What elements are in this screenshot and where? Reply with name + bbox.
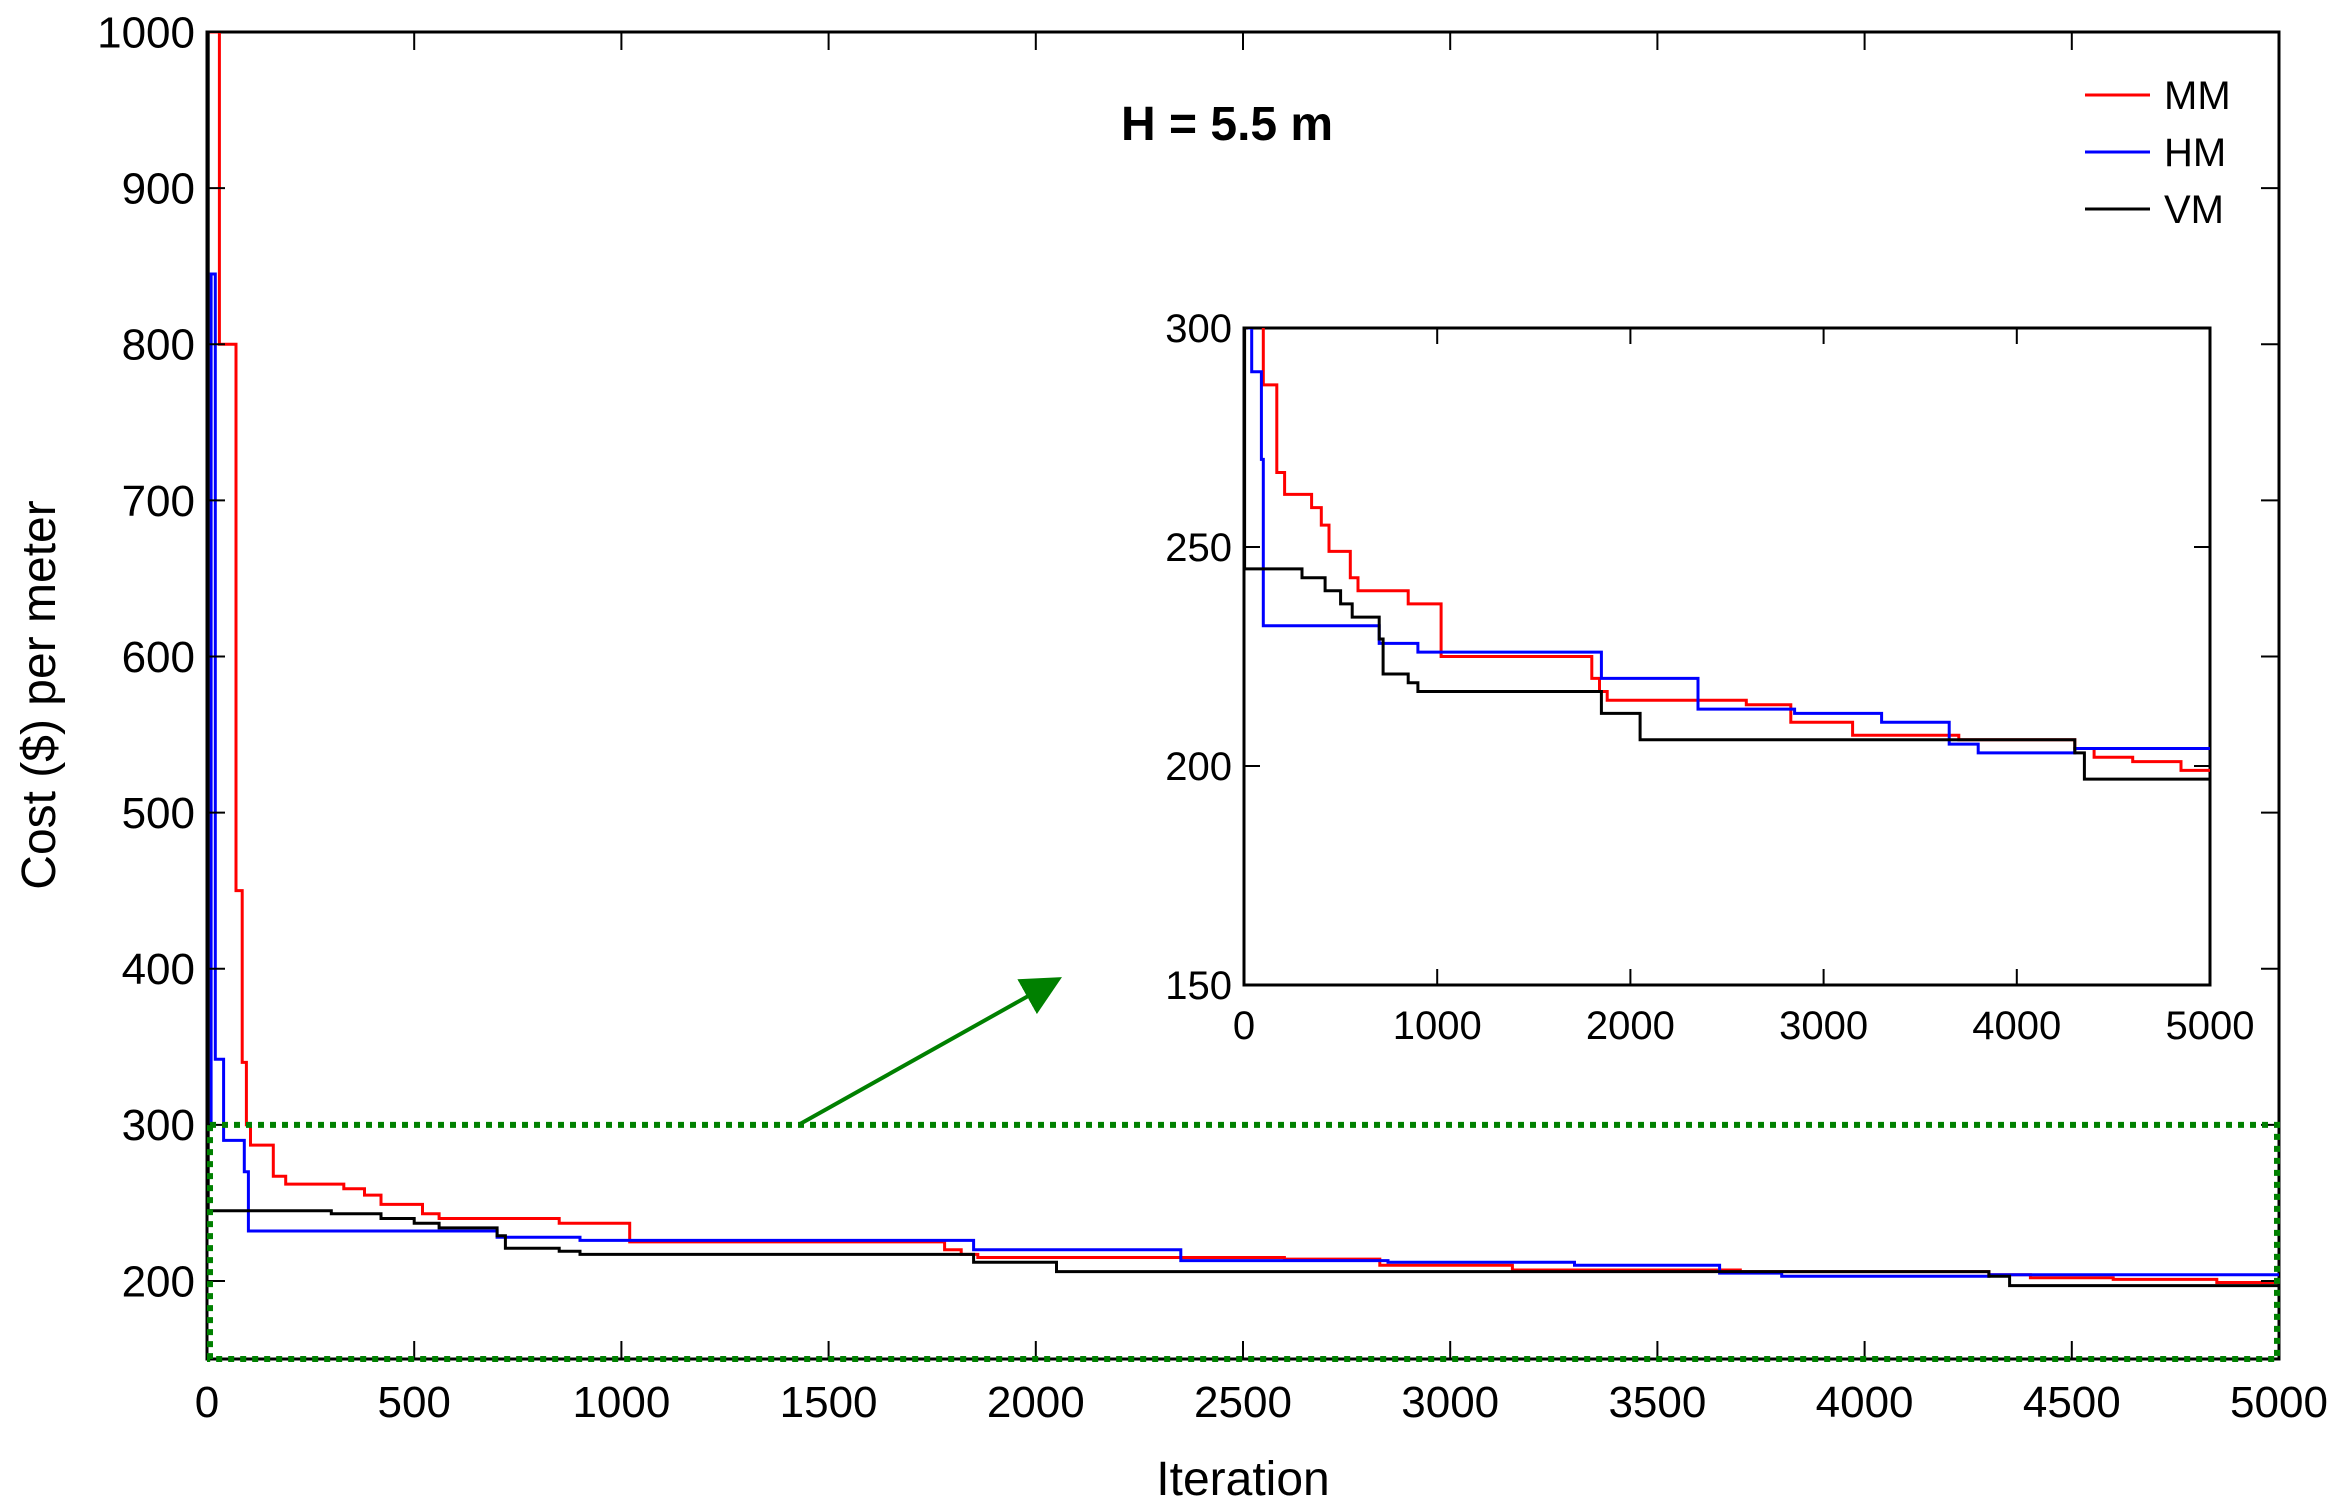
main-x-tick-label: 3500 (1608, 1378, 1706, 1427)
inset-y-tick-label: 300 (1165, 307, 1232, 351)
zoom-region-box (207, 1121, 2280, 1362)
main-x-ticks: 0 500 1000 1500 2000 2500 3000 3500 4000 4500 5000 (195, 32, 2328, 1427)
main-x-tick-label: 1500 (780, 1378, 878, 1427)
inset-x-tick-label: 1000 (1393, 1004, 1482, 1048)
inset-x-tick-label: 2000 (1586, 1004, 1675, 1048)
zoom-arrow (799, 977, 1062, 1126)
main-x-tick-label: 4000 (1816, 1378, 1914, 1427)
inset-y-ticks: 150 200 250 300 (1165, 307, 2210, 1008)
main-x-tick-label: 4500 (2023, 1378, 2121, 1427)
legend-label-hm: HM (2164, 131, 2226, 175)
inset-x-tick-label: 4000 (1972, 1004, 2061, 1048)
main-y-tick-label: 300 (122, 1101, 195, 1150)
legend: MM HM VM (2085, 74, 2231, 232)
y-axis-label: Cost ($) per meter (13, 500, 66, 889)
main-y-tick-label: 200 (122, 1257, 195, 1306)
main-y-tick-label: 600 (122, 633, 195, 682)
inset-x-tick-label: 5000 (2166, 1004, 2255, 1048)
inset-series-vm (1244, 328, 2210, 781)
inset-x-ticks: 0 1000 2000 3000 4000 5000 (1233, 328, 2255, 1048)
main-series-vm (207, 32, 2279, 1288)
inset-y-tick-label: 150 (1165, 964, 1232, 1008)
main-x-tick-label: 3000 (1401, 1378, 1499, 1427)
x-axis-label: Iteration (1156, 1453, 1329, 1506)
main-x-tick-label: 2000 (987, 1378, 1085, 1427)
legend-label-mm: MM (2164, 74, 2231, 118)
legend-label-vm: VM (2164, 188, 2224, 232)
inset-plot-area (1242, 326, 2212, 987)
main-y-tick-label: 800 (122, 321, 195, 370)
main-x-tick-label: 2500 (1194, 1378, 1292, 1427)
inset-series-hm (1247, 328, 2210, 755)
main-x-tick-label: 0 (195, 1378, 219, 1427)
main-y-tick-label: 900 (122, 165, 195, 214)
inset-y-tick-label: 250 (1165, 526, 1232, 570)
inset-x-tick-label: 0 (1233, 1004, 1255, 1048)
main-y-tick-label: 400 (122, 945, 195, 994)
main-x-tick-label: 1000 (572, 1378, 670, 1427)
inset-x-tick-label: 3000 (1779, 1004, 1868, 1048)
main-y-ticks: 200 300 400 500 600 700 800 900 1000 (97, 8, 2279, 1306)
chart-title: H = 5.5 m (1121, 98, 1333, 151)
inset-y-tick-label: 200 (1165, 745, 1232, 789)
main-y-tick-label: 700 (122, 477, 195, 526)
main-x-tick-label: 500 (377, 1378, 450, 1427)
inset-series-group (1244, 328, 2210, 781)
main-x-tick-label: 5000 (2230, 1378, 2328, 1427)
main-y-tick-label: 1000 (97, 8, 195, 57)
main-y-tick-label: 500 (122, 789, 195, 838)
